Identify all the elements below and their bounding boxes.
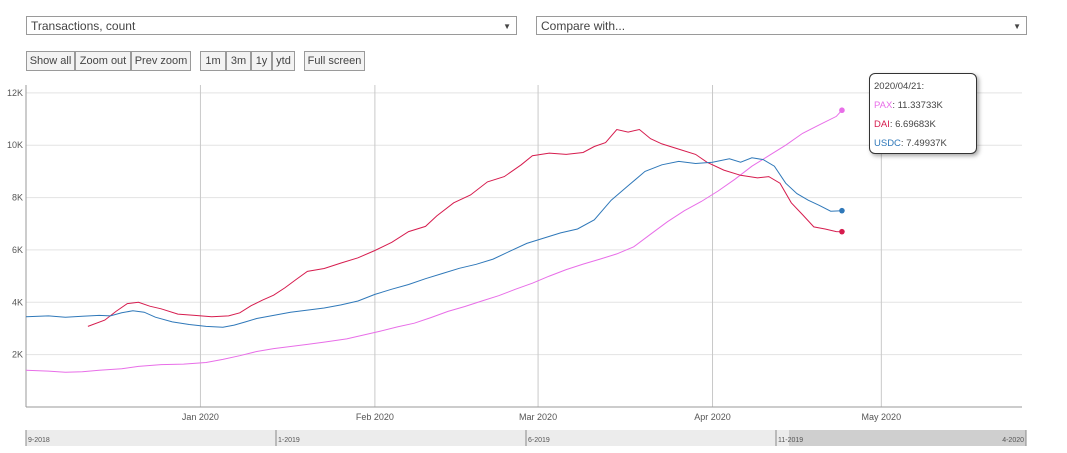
x-tick-label: Apr 2020 [694,412,731,422]
y-tick-label: 12K [7,88,23,98]
navigator-label: 6-2019 [528,437,550,444]
dropdown-arrow-icon: ▼ [503,22,511,31]
tooltip-pax-value: 11.33733K [897,100,943,111]
metric-select-value: Transactions, count [31,19,136,33]
x-tick-label: Mar 2020 [519,412,557,422]
show-all-button[interactable]: Show all [26,51,75,71]
y-tick-label: 6K [12,245,23,255]
navigator-bar: 9-2018 1-2019 6-2019 11-2019 4-2020 [25,430,1027,446]
navigator-label: 11-2019 [778,437,803,444]
tooltip-usdc-name: USDC [874,138,901,149]
tooltip-date: 2020/04/21: [874,81,925,92]
compare-select-value: Compare with... [541,19,626,33]
tooltip-row-pax: PAX: 11.33733K [874,100,943,111]
y-tick-label: 2K [12,350,23,360]
tooltip-dai-name: DAI [874,119,890,130]
range-3m-button[interactable]: 3m [226,51,251,71]
zoom-out-button[interactable]: Zoom out [75,51,131,71]
range-ytd-button[interactable]: ytd [272,51,295,71]
y-tick-label: 4K [12,297,23,307]
series-marker-usdc[interactable] [839,207,845,214]
series-line-usdc [25,157,842,328]
chart-axes: 2K 4K 6K 8K 10K 12K Jan 2020 Feb 2020 Mar 2020 Ap… [7,85,1022,422]
x-tick-label: Jan 2020 [182,412,219,422]
x-tick-label: Feb 2020 [356,412,394,422]
series-line-pax [25,109,843,373]
series-marker-dai[interactable] [839,228,845,235]
navigator-label: 4-2020 [1002,437,1024,444]
navigator-label: 1-2019 [278,437,300,444]
navigator-selection[interactable] [789,430,1026,446]
data-tooltip: 2020/04/21: PAX: 11.33733K DAI: 6.69683K… [869,73,977,154]
tooltip-row-dai: DAI: 6.69683K [874,119,936,130]
x-tick-label: May 2020 [862,412,902,422]
range-1y-button[interactable]: 1y [251,51,272,71]
tooltip-dai-value: 6.69683K [895,119,936,130]
series-marker-pax[interactable] [839,107,845,114]
series-line-dai [87,128,842,327]
full-screen-button[interactable]: Full screen [304,51,365,71]
tooltip-row-usdc: USDC: 7.49937K [874,138,947,149]
navigator-label: 9-2018 [28,437,50,444]
range-1m-button[interactable]: 1m [200,51,226,71]
metric-select[interactable]: Transactions, count ▼ [26,16,517,35]
compare-select[interactable]: Compare with... ▼ [536,16,1027,35]
y-tick-label: 8K [12,193,23,203]
chart-series [25,107,845,373]
dropdown-arrow-icon: ▼ [1013,22,1021,31]
prev-zoom-button[interactable]: Prev zoom [131,51,191,71]
tooltip-usdc-value: 7.49937K [906,138,947,149]
y-tick-label: 10K [7,140,23,150]
tooltip-pax-name: PAX [874,100,893,111]
